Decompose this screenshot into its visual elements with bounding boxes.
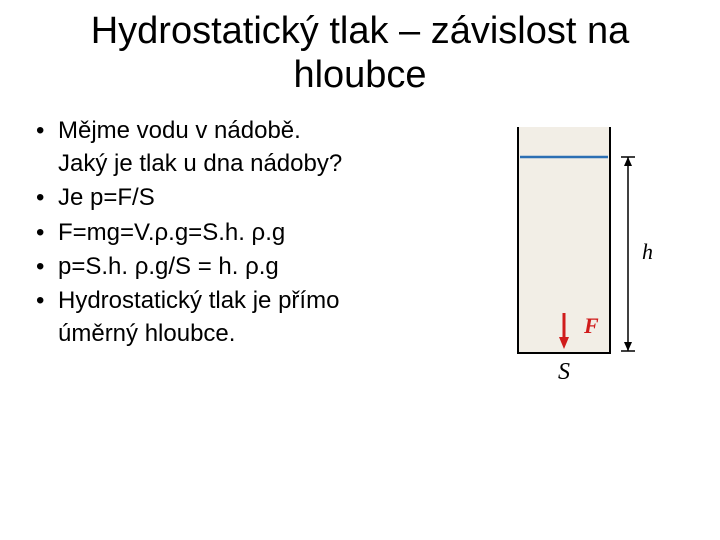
slide-title: Hydrostatický tlak – závislost na hloubc… [0,0,720,115]
bullet-subtext: Jaký je tlak u dna nádoby? [58,148,500,180]
bullet-text: Mějme vodu v nádobě. [58,117,301,144]
bullet-text: Je p=F/S [58,184,155,211]
svg-text:S: S [558,359,570,385]
vessel-diagram: h FS [500,115,690,396]
bullet-list: Mějme vodu v nádobě. Jaký je tlak u dna … [30,115,500,396]
list-item: Mějme vodu v nádobě. Jaký je tlak u dna … [30,115,500,180]
content-row: Mějme vodu v nádobě. Jaký je tlak u dna … [0,115,720,396]
bullet-text: Hydrostatický tlak je přímo [58,287,339,314]
svg-text:F: F [583,313,599,338]
svg-text:h: h [642,239,653,264]
title-line-1: Hydrostatický tlak – závislost na [91,10,630,52]
bullet-text: p=S.h. ρ.g/S = h. ρ.g [58,253,279,280]
title-line-2: hloubce [293,54,426,96]
list-item: F=mg=V.ρ.g=S.h. ρ.g [30,217,500,249]
list-item: Je p=F/S [30,182,500,214]
list-item: Hydrostatický tlak je přímo úměrný hloub… [30,285,500,350]
list-item: p=S.h. ρ.g/S = h. ρ.g [30,251,500,283]
bullet-subtext: úměrný hloubce. [58,318,500,350]
bullet-text: F=mg=V.ρ.g=S.h. ρ.g [58,219,285,246]
diagram-svg: h FS [500,121,670,391]
